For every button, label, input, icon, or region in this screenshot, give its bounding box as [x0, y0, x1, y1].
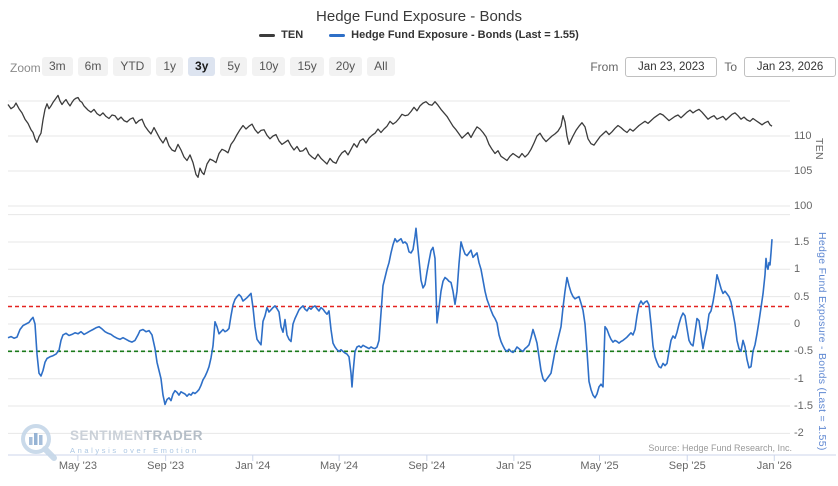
zoom-button-10y[interactable]: 10y: [252, 57, 286, 76]
exposure-ytick--2: -2: [794, 427, 804, 440]
date-range: From To: [590, 57, 836, 77]
watermark-tagline: Analysis over Emotion: [70, 446, 199, 455]
exposure-legend-marker-icon: [329, 33, 346, 37]
ten-ytick-110: 110: [794, 130, 812, 142]
exposure-ytick-0.5: 0.5: [794, 290, 810, 303]
zoom-button-all[interactable]: All: [367, 57, 395, 76]
zoom-buttons: 3m 6m YTD 1y 3y 5y 10y 15y 20y All: [42, 57, 395, 76]
sentimentrader-watermark: SENTIMENTRADER Analysis over Emotion: [14, 423, 203, 463]
zoom-button-15y[interactable]: 15y: [290, 57, 324, 76]
xtick-label: Sep '23: [147, 460, 185, 472]
zoom-button-ytd[interactable]: YTD: [113, 57, 152, 76]
ten-legend-label: TEN: [281, 29, 304, 41]
xtick-label: Sep '25: [668, 460, 706, 472]
exposure-axis-title: Hedge Fund Exposure - Bonds (Last = 1.55…: [816, 232, 828, 451]
zoom-button-3m[interactable]: 3m: [42, 57, 73, 76]
xtick-label: Sep '24: [408, 460, 446, 472]
magnifier-logo-icon: [21, 424, 57, 461]
from-label: From: [590, 60, 619, 74]
zoom-button-5y[interactable]: 5y: [220, 57, 248, 76]
exposure-ytick--0.5: -0.5: [794, 345, 813, 358]
zoom-button-1y[interactable]: 1y: [156, 57, 184, 76]
zoom-button-20y[interactable]: 20y: [328, 57, 363, 76]
exposure-ytick-1: 1: [794, 263, 801, 276]
ten-ytick-105: 105: [794, 165, 813, 177]
exposure-ytick-1.5: 1.5: [794, 235, 810, 248]
ten-ytick-100: 100: [794, 200, 813, 212]
to-date-input[interactable]: [744, 57, 836, 77]
to-label: To: [724, 60, 737, 74]
xtick-label: Jan '24: [235, 460, 271, 472]
exposure-legend-label: Hedge Fund Exposure - Bonds (Last = 1.55…: [351, 29, 579, 41]
legend-item-exposure[interactable]: Hedge Fund Exposure - Bonds (Last = 1.55…: [329, 29, 579, 41]
from-date-input[interactable]: [625, 57, 718, 77]
exposure-ytick--1: -1: [794, 372, 804, 385]
xtick-label: May '24: [320, 460, 359, 472]
legend-item-ten[interactable]: TEN: [259, 29, 303, 41]
legend: TEN Hedge Fund Exposure - Bonds (Last = …: [0, 29, 838, 41]
xtick-label: Jan '25: [496, 460, 532, 472]
exposure-ytick-0: 0: [794, 318, 801, 330]
zoom-label: Zoom: [10, 61, 41, 75]
chart-title: Hedge Fund Exposure - Bonds: [316, 8, 522, 25]
source-attribution: Source: Hedge Fund Research, Inc.: [648, 443, 792, 453]
zoom-button-6m[interactable]: 6m: [77, 57, 109, 76]
ten-axis-title: TEN: [813, 138, 825, 160]
ten-legend-marker-icon: [259, 33, 276, 37]
xtick-label: Jan '26: [756, 460, 792, 472]
watermark-name: SENTIMENTRADER: [70, 428, 204, 443]
exposure-ytick--1.5: -1.5: [794, 400, 813, 413]
xtick-label: May '25: [580, 460, 619, 472]
xtick-label: May '23: [58, 460, 97, 472]
zoom-button-3y[interactable]: 3y: [188, 57, 216, 76]
